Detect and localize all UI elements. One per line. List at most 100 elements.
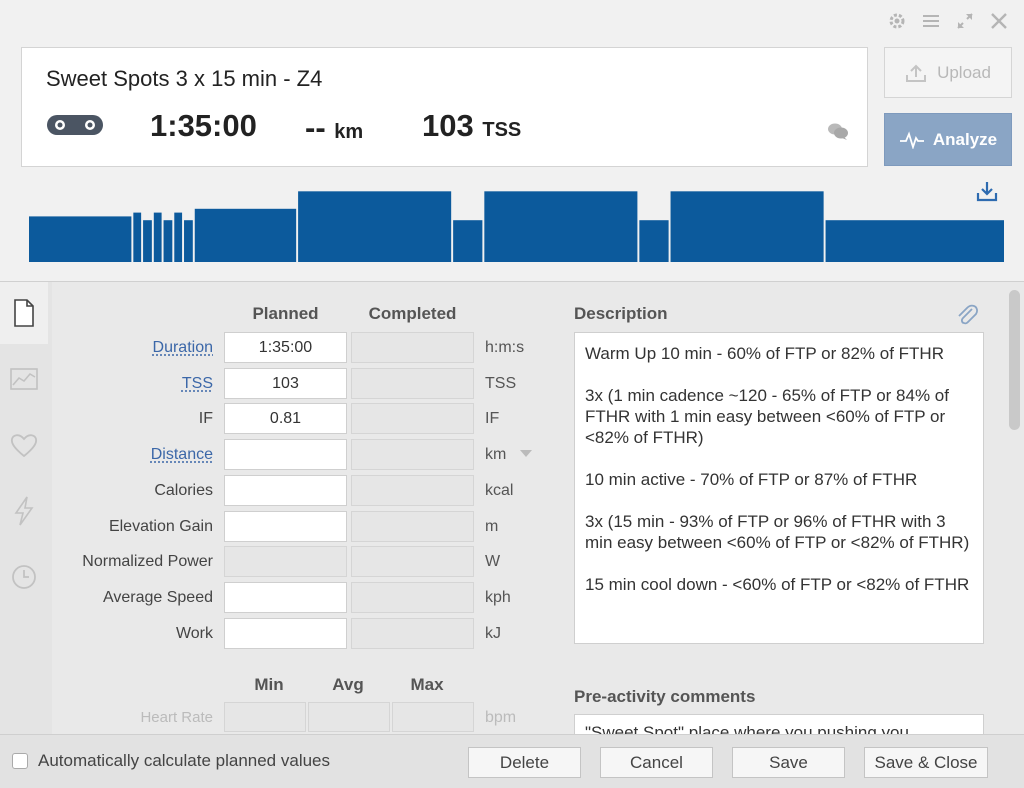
description-paragraph: 15 min cool down - <60% of FTP or <82% o… [585,575,970,594]
workout-structure-graph[interactable] [29,186,1004,262]
duration-unit: h:m:s [485,339,525,356]
workout-interval-bar[interactable] [153,212,162,262]
completed-column-header: Completed [368,304,457,323]
hr-max-input [392,702,474,732]
workout-interval-bar[interactable] [163,220,173,262]
if-completed-input[interactable] [351,403,474,434]
download-icon[interactable] [976,180,998,202]
hr-max-header: Max [410,675,444,694]
row-average-speed: Average Speed kph [52,582,550,614]
tss-completed-input[interactable] [351,368,474,399]
save-button[interactable]: Save [732,747,845,778]
work-planned-input[interactable] [224,618,347,649]
rail-tab-chart[interactable] [0,348,48,410]
rail-tab-details[interactable] [0,282,48,344]
clock-icon [12,565,36,589]
description-paragraph: 3x (15 min - 93% of FTP or 96% of FTHR w… [585,512,970,552]
tss-planned-input[interactable]: 103 [224,368,347,399]
workout-header-area: Sweet Spots 3 x 15 min - Z4 1:35:00 -- k… [0,0,1024,282]
heart-rate-unit: bpm [485,709,517,726]
duration-label[interactable]: Duration [152,339,213,356]
scrollbar-thumb[interactable] [1009,290,1020,430]
pre-activity-heading: Pre-activity comments [574,687,756,706]
scrollbar[interactable] [1005,282,1024,734]
auto-calc-checkbox[interactable] [12,753,28,769]
calories-planned-input[interactable] [224,475,347,506]
duration-completed-input[interactable] [351,332,474,363]
upload-button[interactable]: Upload [884,47,1012,98]
workout-interval-bar[interactable] [133,212,142,262]
distance-label[interactable]: Distance [150,446,213,463]
row-if: IF 0.81 IF [52,403,550,435]
workout-interval-bar[interactable] [174,212,183,262]
work-label: Work [175,625,213,642]
work-completed-input[interactable] [351,618,474,649]
workout-interval-bar[interactable] [298,191,452,262]
comments-icon[interactable] [827,122,849,140]
description-textarea[interactable]: Warm Up 10 min - 60% of FTP or 82% of FT… [574,332,984,644]
expand-icon[interactable] [954,11,976,33]
summary-tss: 103 TSS [422,108,521,144]
menu-icon[interactable] [920,11,942,33]
normalized-power-completed-input[interactable] [351,546,474,577]
rail-tab-health[interactable] [0,414,48,476]
analyze-button[interactable]: Analyze [884,113,1012,166]
cancel-button[interactable]: Cancel [600,747,713,778]
distance-unit-dropdown-icon[interactable] [520,450,532,457]
row-calories: Calories kcal [52,475,550,507]
chart-icon [10,368,38,390]
hr-avg-header: Avg [332,675,364,694]
workout-interval-bar[interactable] [825,220,1004,262]
if-planned-input[interactable]: 0.81 [224,403,347,434]
lightning-icon [14,496,34,526]
rail-tab-power[interactable] [0,480,48,542]
workout-interval-bar[interactable] [639,220,669,262]
description-paragraph: 10 min active - 70% of FTP or 87% of FTH… [585,470,918,489]
workout-summary-card: Sweet Spots 3 x 15 min - Z4 1:35:00 -- k… [21,47,868,167]
gear-icon[interactable] [886,11,908,33]
workout-interval-bar[interactable] [453,220,483,262]
workout-interval-bar[interactable] [670,191,824,262]
distance-completed-input[interactable] [351,439,474,470]
duration-planned-input[interactable]: 1:35:00 [224,332,347,363]
average-speed-planned-input[interactable] [224,582,347,613]
calories-unit: kcal [485,482,514,499]
save-close-button[interactable]: Save & Close [864,747,988,778]
elevation-gain-label: Elevation Gain [108,518,213,535]
workout-title[interactable]: Sweet Spots 3 x 15 min - Z4 [46,66,323,91]
workout-interval-bar[interactable] [143,220,152,262]
elevation-gain-completed-input[interactable] [351,511,474,542]
auto-calc-label[interactable]: Automatically calculate planned values [38,751,331,770]
elevation-gain-planned-input[interactable] [224,511,347,542]
calories-label: Calories [154,482,213,499]
workout-interval-bar[interactable] [484,191,638,262]
planned-column-header: Planned [252,304,319,323]
heart-rate-label: Heart Rate [140,709,213,726]
if-label: IF [198,410,213,427]
pre-activity-textarea[interactable]: "Sweet Spot" place where you pushing you [574,714,984,736]
calories-completed-input[interactable] [351,475,474,506]
upload-icon [906,64,927,82]
delete-button[interactable]: Delete [468,747,581,778]
footer-bar: Automatically calculate planned values D… [0,734,1024,788]
workout-interval-bar[interactable] [29,216,132,262]
document-icon [14,299,34,327]
auto-calc-toggle[interactable]: Automatically calculate planned values [12,751,330,771]
tss-label[interactable]: TSS [181,375,213,392]
distance-planned-input[interactable] [224,439,347,470]
normalized-power-unit: W [485,553,501,570]
distance-value: -- [305,110,326,145]
normalized-power-label: Normalized Power [82,553,213,570]
workout-interval-bar[interactable] [194,208,297,262]
close-icon[interactable] [988,11,1010,33]
rail-tab-time[interactable] [0,546,48,608]
row-work: Work kJ [52,618,550,650]
description-paragraph: Warm Up 10 min - 60% of FTP or 82% of FT… [585,344,944,363]
analyze-label: Analyze [932,129,998,149]
work-unit: kJ [485,625,501,642]
heart-icon [10,434,38,458]
paperclip-icon[interactable] [956,302,978,328]
workout-interval-bar[interactable] [184,220,193,262]
average-speed-completed-input[interactable] [351,582,474,613]
description-paragraph: 3x (1 min cadence ~120 - 65% of FTP or 8… [585,386,954,447]
